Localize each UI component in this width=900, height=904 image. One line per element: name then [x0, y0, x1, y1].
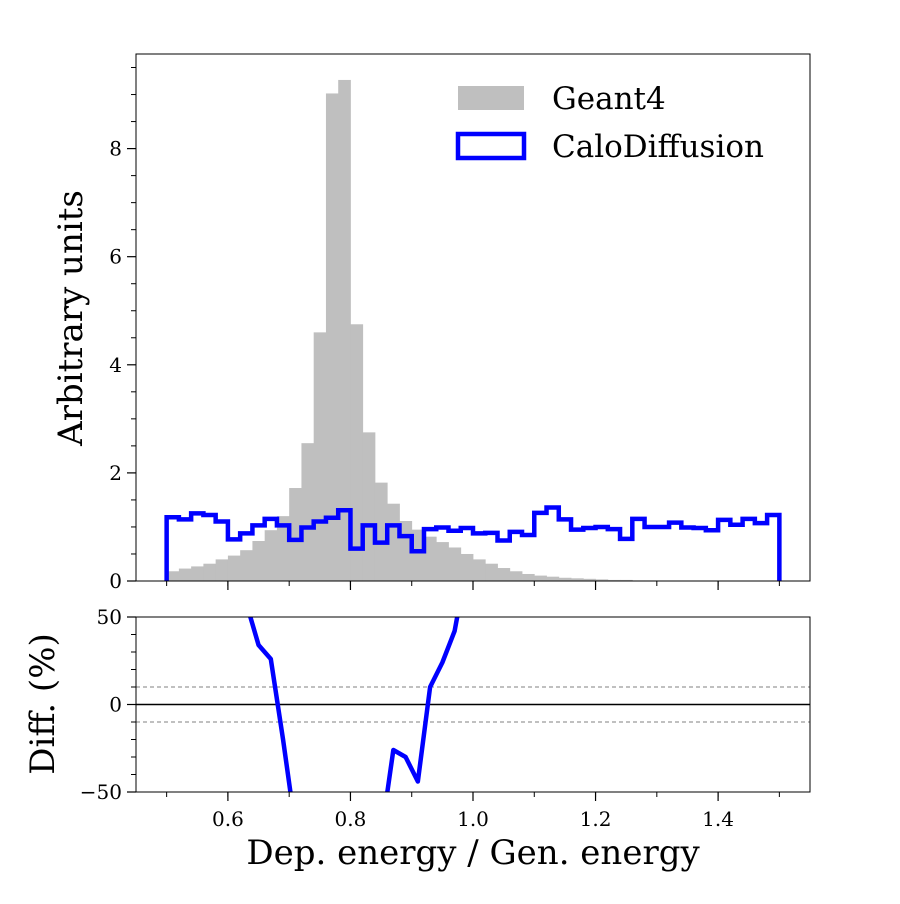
- ratio-x-axis: 0.6 0.8 1.0 1.2 1.4: [166, 792, 780, 831]
- geant4-bar: [522, 573, 535, 581]
- main-y-axis-title: Arbitrary units: [51, 190, 91, 447]
- geant4-bar: [215, 559, 229, 581]
- geant4-bar: [534, 575, 547, 581]
- y-tick-label: 6: [109, 245, 122, 269]
- x-axis-title: Dep. energy / Gen. energy: [246, 833, 700, 873]
- calodiffusion-step-line: [164, 505, 782, 581]
- geant4-bar: [191, 566, 204, 581]
- geant4-bar: [166, 571, 180, 581]
- geant4-bar: [289, 488, 302, 581]
- geant4-bar: [203, 563, 217, 581]
- legend-label-calodiffusion: CaloDiffusion: [552, 129, 764, 165]
- geant4-bar: [178, 568, 192, 581]
- legend-label-geant4: Geant4: [552, 81, 666, 117]
- geant4-bar: [485, 563, 498, 581]
- geant4-bar: [423, 536, 437, 581]
- x-tick-label: 1.2: [580, 807, 612, 831]
- geant4-bar: [558, 577, 572, 581]
- ratio-curve: [385, 617, 460, 792]
- geant4-bar: [595, 579, 609, 581]
- geant4-bar: [546, 576, 560, 581]
- geant4-bar: [583, 578, 596, 581]
- geant4-bar: [338, 79, 351, 581]
- geant4-bar: [436, 542, 449, 581]
- ratio-y-axis: −50 0 50: [80, 605, 136, 804]
- geant4-bar: [448, 547, 462, 581]
- y-tick-label: 8: [109, 137, 122, 161]
- main-x-ticks: [166, 581, 780, 590]
- geant4-bar: [252, 541, 266, 581]
- y-tick-label: 0: [109, 569, 122, 593]
- x-tick-label: 1.0: [457, 807, 489, 831]
- geant4-bar: [240, 550, 253, 581]
- x-tick-label: 1.4: [702, 807, 734, 831]
- geant4-bar: [460, 553, 474, 581]
- x-tick-label: 0.6: [212, 807, 244, 831]
- legend: Geant4 CaloDiffusion: [455, 81, 764, 165]
- geant4-bar: [301, 443, 315, 581]
- ratio-curve: [248, 617, 293, 792]
- x-tick-label: 0.8: [335, 807, 367, 831]
- geant4-bar: [411, 529, 425, 581]
- geant4-bar: [350, 324, 364, 581]
- geant4-bar: [620, 579, 633, 581]
- ratio-y-tick-label: 50: [97, 605, 122, 629]
- main-y-axis: 0 2 4 6 8: [109, 67, 136, 593]
- geant4-bar: [473, 559, 486, 581]
- geant4-bar: [227, 555, 241, 581]
- geant4-bar: [387, 503, 400, 581]
- geant4-bar: [571, 578, 584, 581]
- y-tick-label: 4: [109, 353, 122, 377]
- legend-swatch-geant4: [458, 86, 524, 110]
- ratio-reference-lines: [136, 686, 810, 723]
- y-tick-label: 2: [109, 461, 122, 485]
- geant4-bar: [374, 482, 388, 581]
- main-histogram-panel: [164, 79, 782, 581]
- geant4-bar: [264, 530, 278, 581]
- geant4-bar: [509, 571, 523, 581]
- geant4-bar: [325, 93, 339, 581]
- ratio-y-tick-label: 0: [109, 693, 122, 717]
- ratio-y-tick-label: −50: [80, 780, 122, 804]
- geant4-bars: [166, 79, 658, 581]
- geant4-bar: [497, 568, 511, 581]
- geant4-bar: [313, 332, 327, 581]
- ratio-panel: [248, 617, 460, 792]
- geant4-bar: [362, 432, 376, 581]
- legend-swatch-calodiffusion: [455, 131, 527, 161]
- ratio-y-axis-title: Diff. (%): [23, 633, 63, 775]
- geant4-bar: [276, 516, 290, 581]
- geant4-bar: [607, 579, 621, 581]
